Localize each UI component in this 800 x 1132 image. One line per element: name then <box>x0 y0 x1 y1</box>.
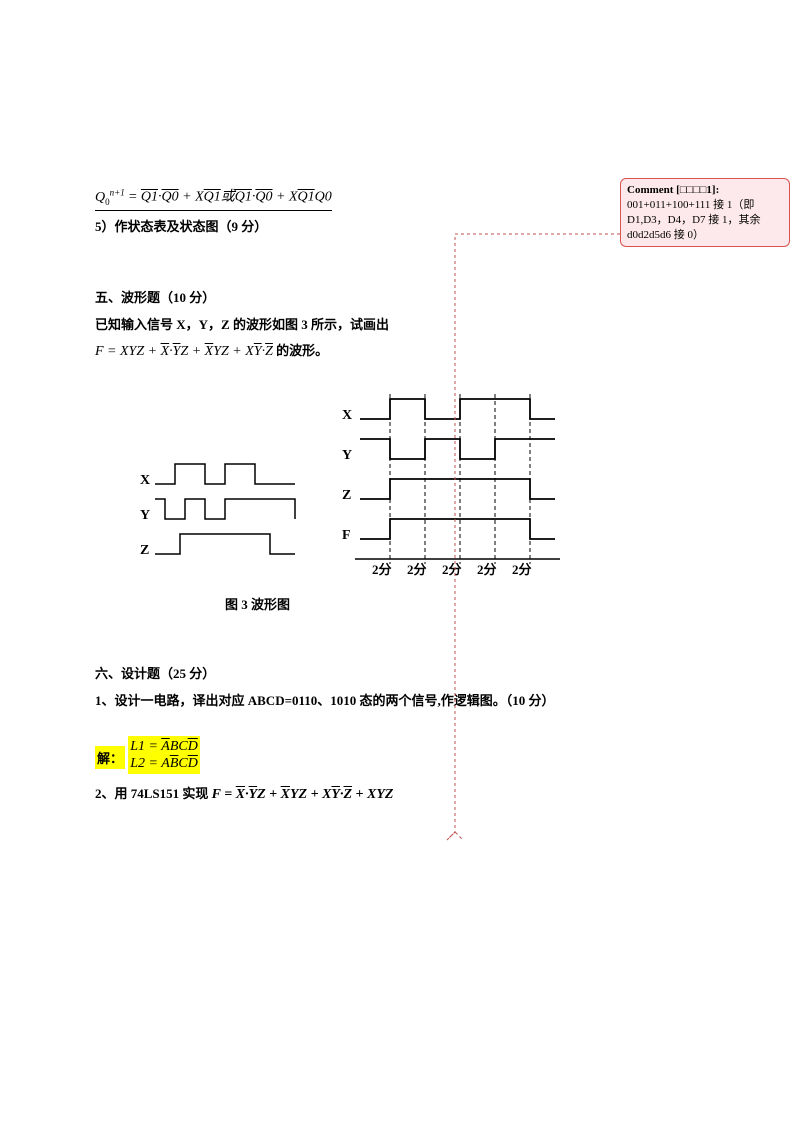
wave-label-y-left: Y <box>140 508 150 523</box>
section-5: 五、波形题（10 分） 已知输入信号 X，Y，Z 的波形如图 3 所示，试画出 … <box>95 288 575 364</box>
eq-rhs: = Q1·Q0 + XQ1或Q1·Q0 + XQ1Q0 <box>128 190 332 205</box>
document-page: Q0n+1 = Q1·Q0 + XQ1或Q1·Q0 + XQ1Q0 5）作状态表… <box>95 0 575 1132</box>
section-5-formula: F = XYZ + X·YZ + XYZ + XY·Z 的波形。 <box>95 341 575 363</box>
solution-label: 解： <box>95 746 125 769</box>
item-5: 5）作状态表及状态图（9 分） <box>95 217 575 238</box>
section-5-desc: 已知输入信号 X，Y，Z 的波形如图 3 所示，试画出 <box>95 315 575 336</box>
score-4: 2分 <box>477 562 497 577</box>
wave-label-z-left: Z <box>140 543 149 558</box>
section-5-title: 五、波形题（10 分） <box>95 288 575 309</box>
comment-title: Comment [□□□□1]: <box>627 183 783 198</box>
figure-caption: 图 3 波形图 <box>225 597 290 612</box>
waveform-diagrams: X Y Z X Y <box>95 384 575 644</box>
section-6-q2: 2、用 74LS151 实现 F = X·YZ + XYZ + XY·Z + X… <box>95 784 575 806</box>
comment-body: 001+011+100+111 接 1（即D1,D3，D4，D7 接 1，其余d… <box>627 198 783 243</box>
section-6: 六、设计题（25 分） 1、设计一电路，译出对应 ABCD=0110、1010 … <box>95 664 575 807</box>
waveform-svg: X Y Z X Y <box>95 384 575 634</box>
wave-label-x-right: X <box>342 408 352 423</box>
comment-balloon: Comment [□□□□1]: 001+011+100+111 接 1（即D1… <box>620 178 790 247</box>
score-1: 2分 <box>372 562 392 577</box>
solution-block: 解： L1 = ABCD L2 = ABCD <box>95 736 575 774</box>
equation-q0: Q0n+1 = Q1·Q0 + XQ1或Q1·Q0 + XQ1Q0 <box>95 185 575 211</box>
wave-label-z-right: Z <box>342 488 351 503</box>
wave-label-f-right: F <box>342 528 351 543</box>
wave-label-x-left: X <box>140 473 150 488</box>
score-3: 2分 <box>442 562 462 577</box>
section-6-title: 六、设计题（25 分） <box>95 664 575 685</box>
wave-label-y-right: Y <box>342 448 352 463</box>
score-2: 2分 <box>407 562 427 577</box>
solution-formulas: L1 = ABCD L2 = ABCD <box>128 736 200 774</box>
score-5: 2分 <box>512 562 532 577</box>
section-6-q1: 1、设计一电路，译出对应 ABCD=0110、1010 态的两个信号,作逻辑图。… <box>95 691 575 712</box>
eq-var: Q <box>95 190 105 205</box>
